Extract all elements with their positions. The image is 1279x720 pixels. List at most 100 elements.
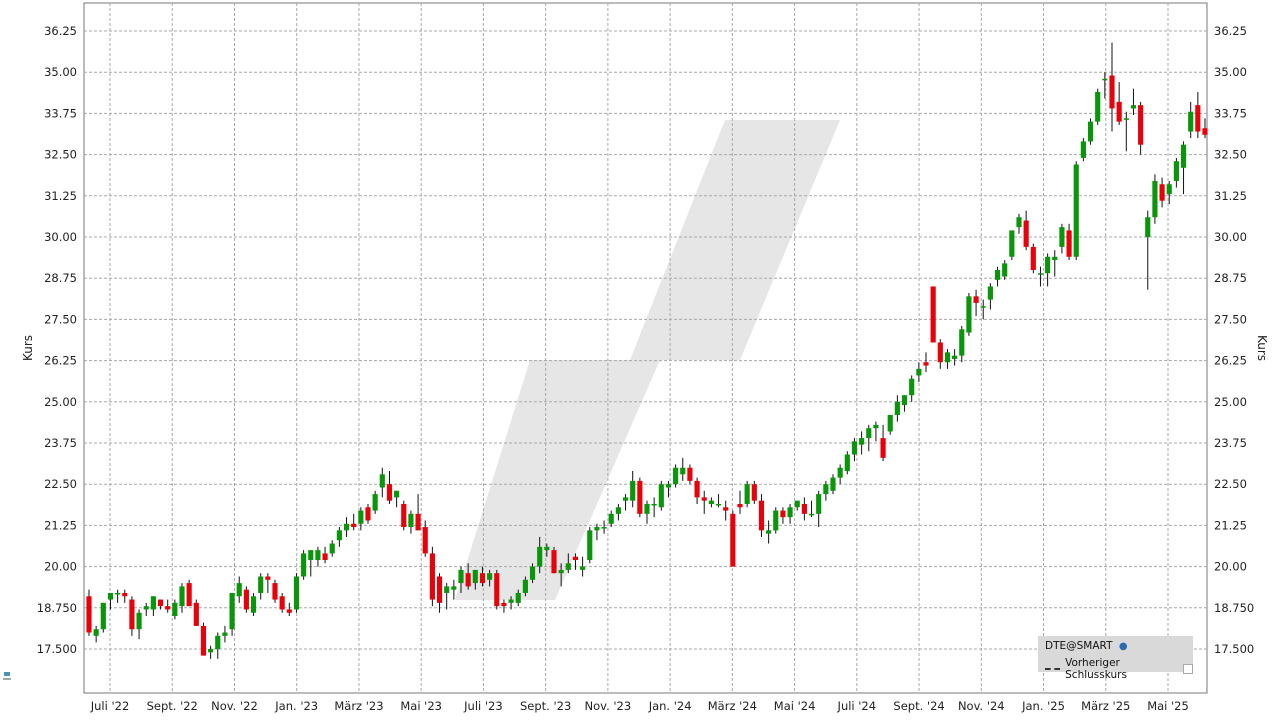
candle [258, 573, 264, 600]
candle-body [522, 579, 528, 593]
candle-body [1059, 227, 1065, 247]
candle-body [1173, 161, 1179, 181]
candle [208, 645, 214, 659]
y-axis-title-left: Kurs [21, 335, 35, 361]
y-tick-label-left: 26.25 [44, 354, 77, 368]
x-tick-label: Juli '24 [837, 699, 877, 713]
candle [1023, 210, 1029, 251]
y-tick-label-left: 23.75 [44, 436, 77, 450]
y-tick-label-right: 31.25 [1214, 189, 1247, 203]
candle-body [150, 596, 156, 610]
dashed-line-icon [1045, 668, 1061, 670]
candle-body [730, 513, 736, 567]
candle-body [894, 401, 900, 415]
candle [229, 592, 235, 636]
candle-body [966, 296, 972, 333]
candle [980, 299, 986, 320]
globe-icon[interactable]: ● [1118, 641, 1128, 652]
x-tick-label: Sept. '22 [147, 699, 198, 713]
candle [701, 490, 707, 514]
candle-body [394, 490, 400, 498]
candle-body [479, 573, 486, 584]
candle-body [673, 467, 679, 485]
candle [594, 523, 600, 541]
candle [1188, 101, 1194, 139]
candle [243, 586, 249, 613]
candle [680, 457, 686, 481]
previous-close-checkbox[interactable] [1183, 664, 1193, 674]
candle [372, 490, 378, 514]
candle-body [1016, 217, 1022, 228]
candle [766, 520, 772, 544]
candle-body [751, 484, 757, 501]
candle [873, 421, 879, 442]
chart-settings-icon[interactable] [3, 666, 11, 680]
candle [279, 592, 285, 613]
candle-body [1109, 75, 1115, 109]
candle-body [930, 286, 936, 343]
candle-body [1087, 121, 1094, 142]
candle [1130, 88, 1137, 116]
candle [966, 293, 972, 336]
candle [308, 550, 314, 577]
candle-body [1188, 111, 1194, 132]
candle-body [179, 586, 185, 607]
y-tick-label-left: 22.50 [44, 477, 77, 491]
candle-body [386, 484, 393, 501]
candle-body [737, 503, 743, 508]
candle-body [308, 550, 314, 561]
candle [1159, 177, 1165, 208]
y-tick-label-left: 32.50 [44, 148, 77, 162]
candle [200, 622, 207, 656]
y-tick-label-left: 35.00 [44, 65, 77, 79]
candle [737, 490, 743, 514]
candle-body [436, 576, 443, 603]
candle [658, 480, 664, 511]
candle [1073, 161, 1079, 261]
candle-body [980, 306, 986, 308]
candle-body [780, 510, 786, 518]
candle-body [794, 500, 800, 508]
candle [801, 497, 807, 521]
candle [773, 507, 779, 534]
candle-body [651, 503, 657, 506]
candle-body [959, 329, 965, 356]
candle-body [415, 513, 421, 531]
candle-body [823, 484, 829, 495]
candle-body [1202, 128, 1208, 135]
candle-body [580, 566, 586, 570]
candle-body [816, 494, 822, 514]
candle-body [401, 503, 407, 528]
x-tick-label: Jan. '24 [648, 699, 692, 713]
y-tick-label-right: 28.75 [1214, 271, 1247, 285]
y-tick-label-right: 32.50 [1214, 148, 1247, 162]
candle [673, 464, 679, 488]
candle-body [458, 569, 464, 584]
candle-body [866, 428, 872, 439]
candle [515, 589, 521, 607]
candle-body [744, 484, 750, 504]
candle-body [351, 523, 357, 528]
candle [293, 573, 300, 613]
y-tick-label-right: 17.500 [1214, 642, 1254, 656]
candle-body [944, 352, 951, 363]
x-tick-label: Mai '25 [1147, 699, 1189, 713]
candle [665, 480, 672, 498]
candle-body [1045, 256, 1051, 274]
candle-body [472, 569, 478, 584]
candle [880, 424, 886, 462]
candle-body [565, 563, 571, 570]
candle-body [172, 602, 178, 617]
candle [343, 517, 350, 537]
x-tick-label: Juli '23 [463, 699, 503, 713]
candle-body [508, 599, 514, 603]
candle [286, 602, 292, 617]
candle-body [494, 573, 500, 607]
x-tick-label: Nov. '24 [958, 699, 1005, 713]
candle [723, 500, 729, 521]
y-tick-label-left: 18.750 [37, 601, 77, 615]
candle-body [1002, 263, 1008, 277]
candle-body [136, 612, 142, 630]
candle [973, 289, 979, 317]
candle [952, 349, 958, 366]
